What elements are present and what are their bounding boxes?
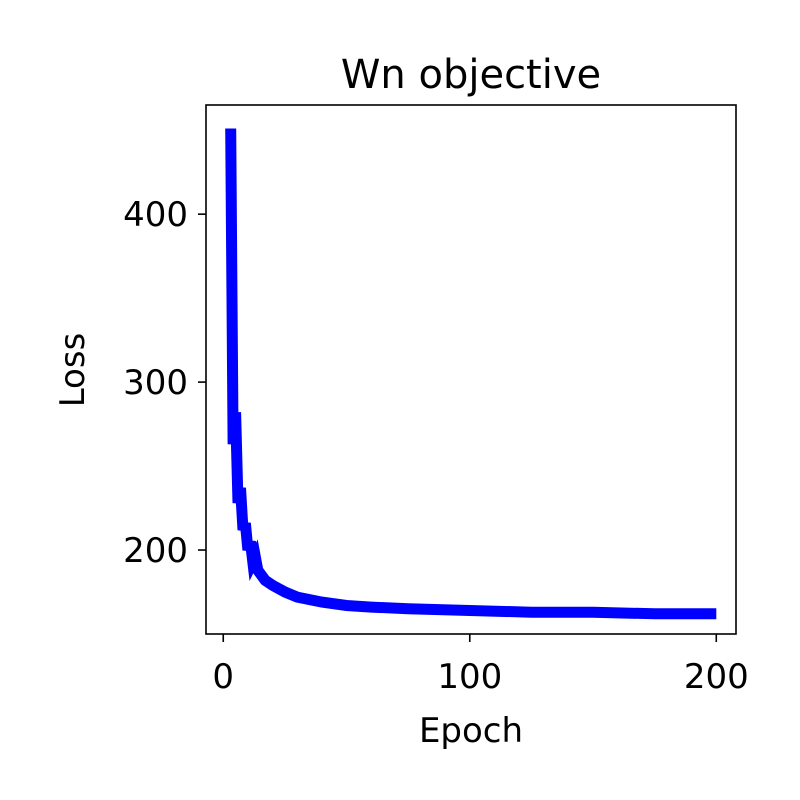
- x-axis-label: Epoch: [419, 711, 523, 751]
- x-tick-label: 200: [684, 657, 749, 697]
- loss-series-line: [225, 128, 717, 620]
- y-tick-label: 400: [123, 195, 188, 235]
- plot-frame: [205, 104, 737, 635]
- plot-area: [225, 128, 717, 620]
- x-tick-label: 0: [212, 657, 234, 697]
- x-tick-label: 100: [437, 657, 502, 697]
- y-tick-label: 200: [123, 531, 188, 571]
- chart-title: Wn objective: [341, 52, 601, 98]
- y-axis: 200 300 400: [123, 195, 206, 571]
- y-axis-label: Loss: [53, 333, 93, 408]
- y-tick-label: 300: [123, 363, 188, 403]
- x-axis: 0 100 200: [212, 634, 749, 697]
